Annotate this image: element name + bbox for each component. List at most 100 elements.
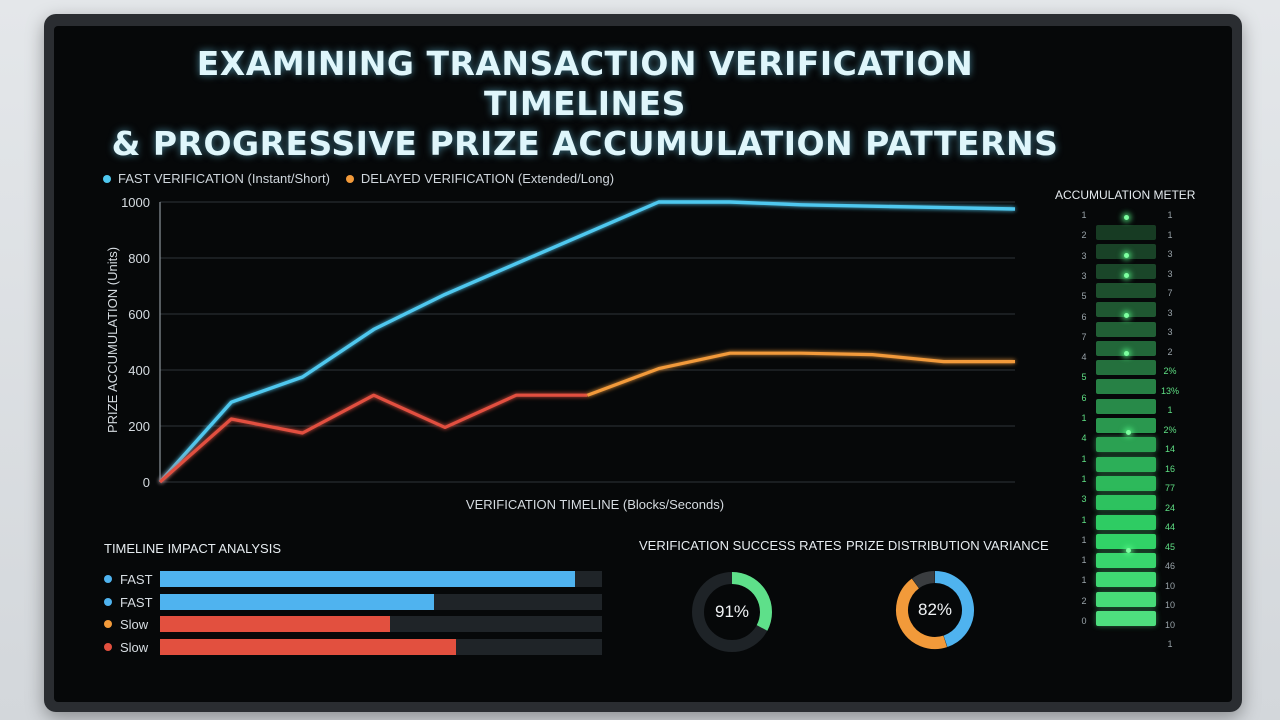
success-donut-svg [692, 572, 772, 652]
impact-bar-label: FAST [104, 572, 156, 587]
impact-bar-row: FAST [104, 571, 602, 587]
donut-slice [912, 571, 936, 589]
meter-right-label: 7 [1167, 288, 1173, 298]
meter-right-label: 2% [1163, 366, 1177, 376]
meter-segment [1096, 302, 1156, 318]
y-tick-label: 200 [128, 419, 150, 434]
impact-dot-icon [104, 620, 112, 628]
meter-right-label: 3 [1167, 307, 1173, 318]
meter-left-label: 1 [1081, 210, 1087, 220]
meter-left-label: 2 [1081, 230, 1087, 241]
meter-glow-dot [1124, 215, 1129, 220]
meter-glow-dot [1124, 253, 1129, 258]
meter-left-label: 3 [1081, 250, 1087, 261]
impact-bar-fill [160, 594, 435, 610]
meter-right-label: 24 [1164, 502, 1175, 513]
impact-dot-icon [104, 643, 112, 651]
meter-segment [1096, 398, 1156, 414]
meter-left-label: 1 [1081, 575, 1087, 586]
meter-right-label: 14 [1164, 444, 1175, 454]
meter-segment [1096, 340, 1156, 356]
meter-right-label: 1 [1167, 210, 1173, 220]
y-tick-label: 1000 [121, 195, 150, 210]
meter-left-label: 1 [1081, 514, 1087, 525]
meter-right-label: 1 [1167, 405, 1173, 415]
meter-segment [1096, 418, 1156, 433]
donut-slice [934, 571, 974, 647]
meter-right-label: 44 [1164, 522, 1175, 532]
y-tick-label: 800 [128, 251, 150, 266]
x-axis-label: VERIFICATION TIMELINE (Blocks/Seconds) [466, 497, 724, 512]
meter-glow-dot [1124, 273, 1129, 278]
impact-bar-text: Slow [120, 639, 149, 655]
meter-left-label: 2 [1081, 595, 1087, 606]
meter-right-label: 2% [1163, 424, 1177, 435]
meter-right-label: 10 [1164, 580, 1175, 591]
meter-glow-dot [1126, 430, 1131, 435]
legend-label-delayed: DELAYED VERIFICATION (Extended/Long) [360, 171, 615, 186]
meter-right-label: 3 [1167, 327, 1173, 337]
impact-bar-fill [160, 616, 390, 632]
meter-segment [1096, 244, 1156, 260]
meter-segment [1096, 360, 1156, 376]
series-line-fast [158, 200, 1016, 484]
variance-donut-label: 82% [917, 600, 953, 619]
meter-left-label: 1 [1081, 555, 1087, 566]
impact-bar-row: Slow [104, 639, 602, 655]
meter-right-label: 1 [1167, 229, 1173, 240]
meter-left-label: 4 [1081, 433, 1087, 444]
impact-bar-row: FAST [104, 594, 602, 610]
success-rates-title: VERIFICATION SUCCESS RATES [639, 538, 842, 553]
meter-segment [1096, 379, 1156, 395]
meter-segment [1096, 591, 1156, 607]
variance-donut: 82% [890, 565, 980, 655]
meter-right-label: 1 [1167, 639, 1173, 649]
meter-right-label: 13% [1160, 385, 1179, 396]
impact-dot-icon [104, 598, 112, 606]
meter-segment [1096, 225, 1156, 240]
meter-right-label: 45 [1164, 541, 1175, 552]
accumulation-meter-title: ACCUMULATION METER [1055, 188, 1196, 202]
meter-segment [1096, 611, 1156, 626]
y-tick-label: 400 [128, 363, 150, 378]
y-tick-label: 0 [143, 475, 150, 490]
impact-bar-fill [160, 571, 576, 587]
impact-bar-label: Slow [104, 617, 156, 632]
title-line-1: EXAMINING TRANSACTION VERIFICATION TIMEL… [196, 44, 974, 123]
meter-right-label: 10 [1164, 600, 1175, 610]
impact-bar-track [160, 594, 602, 610]
series-line-delayed-late [586, 351, 1015, 397]
legend-item-fast: FAST VERIFICATION (Instant/Short) [103, 171, 330, 186]
legend-dot-fast [103, 174, 111, 183]
y-axis-label: PRIZE ACCUMULATION (Units) [105, 247, 120, 433]
impact-bar-label: FAST [104, 595, 156, 610]
impact-bar-track [160, 616, 602, 632]
meter-left-label: 5 [1081, 372, 1087, 383]
meter-segment [1096, 553, 1156, 569]
meter-right-label: 2 [1167, 346, 1173, 357]
impact-bar-text: FAST [120, 594, 153, 610]
donut-slice [896, 578, 948, 649]
success-donut: 91% [687, 567, 777, 657]
meter-segment [1096, 572, 1156, 588]
impact-bar-text: Slow [120, 616, 149, 632]
meter-right-label: 16 [1164, 463, 1175, 474]
meter-right-label: 77 [1164, 483, 1175, 493]
meter-segment [1096, 495, 1156, 511]
meter-glow-dot [1126, 548, 1131, 553]
meter-left-label: 3 [1081, 270, 1087, 281]
meter-left-label: 4 [1081, 352, 1087, 363]
meter-left-label: 7 [1081, 331, 1087, 342]
legend-label-fast: FAST VERIFICATION (Instant/Short) [118, 171, 330, 186]
meter-segment [1096, 437, 1156, 453]
meter-glow-dot [1124, 313, 1129, 318]
meter-segment [1096, 263, 1156, 279]
meter-right-label: 3 [1167, 249, 1173, 259]
meter-left-label: 3 [1081, 494, 1087, 505]
meter-left-label: 1 [1081, 473, 1087, 484]
meter-right-label: 46 [1164, 561, 1175, 571]
variance-donut-svg [896, 571, 974, 649]
meter-left-label: 5 [1081, 291, 1087, 302]
meter-glow-dot [1124, 351, 1129, 356]
